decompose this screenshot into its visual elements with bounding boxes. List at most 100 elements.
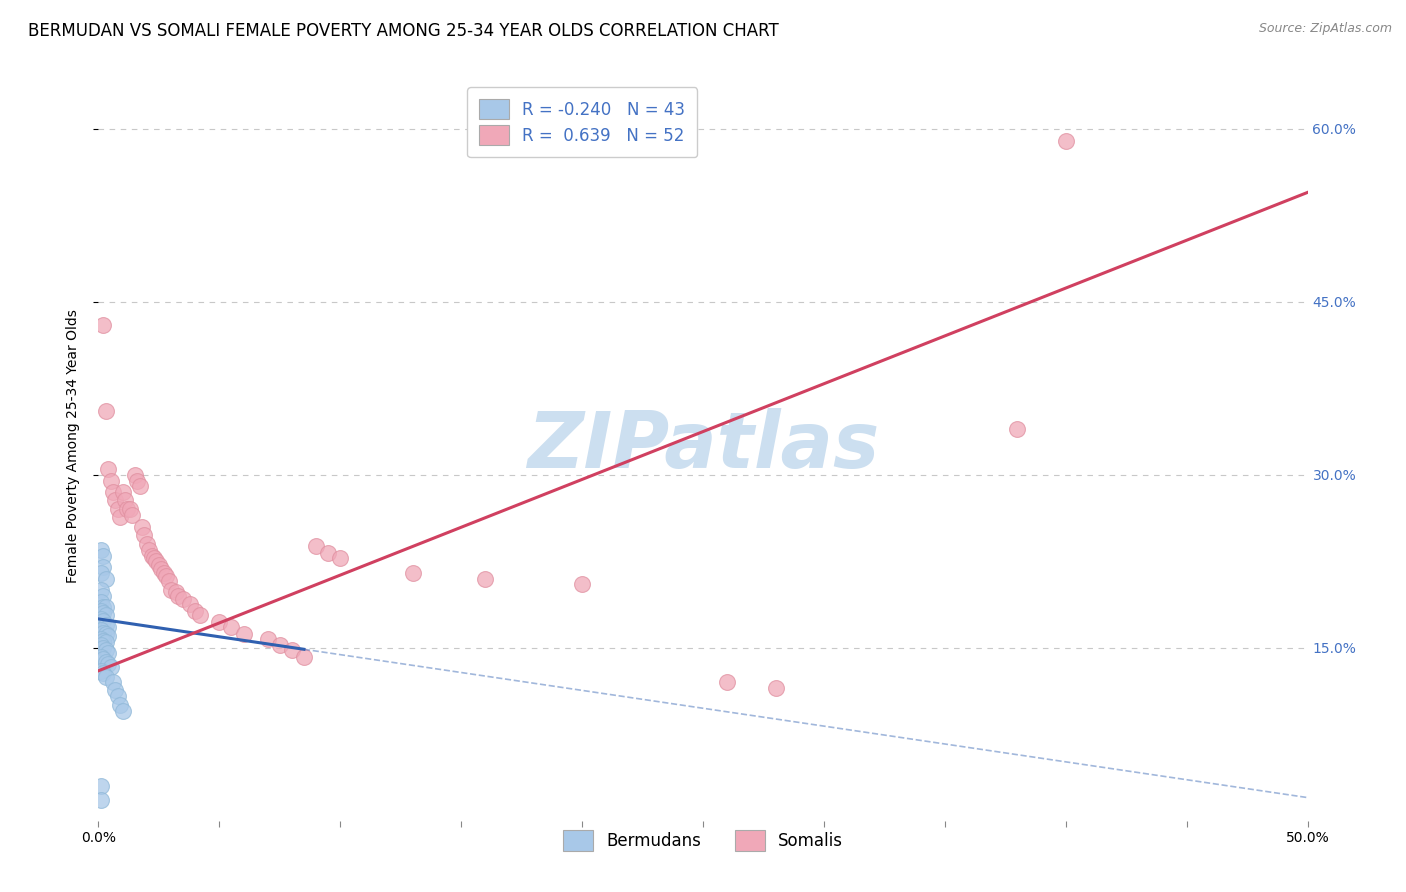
Point (141, 549, 163, 563)
Y-axis label: Female Poverty Among 25-34 Year Olds: Female Poverty Among 25-34 Year Olds (66, 309, 80, 583)
Point (107, 689, 129, 703)
Point (90, 566, 112, 580)
Point (179, 597, 201, 611)
Point (765, 681, 787, 695)
Point (90, 604, 112, 618)
Point (165, 585, 187, 599)
Point (90, 583, 112, 598)
Point (1007, 422, 1029, 436)
Point (91, 549, 114, 563)
Point (94, 655, 117, 669)
Point (94, 572, 117, 586)
Point (474, 572, 496, 586)
Point (208, 615, 231, 630)
Point (91, 633, 114, 648)
Point (148, 558, 170, 572)
Point (114, 493, 136, 508)
Point (94, 627, 117, 641)
Point (281, 643, 304, 657)
Legend: Bermudans, Somalis: Bermudans, Somalis (557, 823, 849, 857)
Point (91, 652, 114, 666)
Point (127, 474, 149, 488)
Point (160, 583, 183, 598)
Point (94, 617, 117, 632)
Point (94, 608, 117, 623)
Point (128, 479, 150, 493)
Point (90, 612, 112, 626)
Point (150, 562, 173, 576)
Point (232, 627, 254, 641)
Text: BERMUDAN VS SOMALI FEMALE POVERTY AMONG 25-34 YEAR OLDS CORRELATION CHART: BERMUDAN VS SOMALI FEMALE POVERTY AMONG … (28, 22, 779, 40)
Point (100, 474, 122, 488)
Point (97, 657, 120, 671)
Point (90, 793, 112, 807)
Point (90, 639, 112, 653)
Point (269, 639, 291, 653)
Point (90, 649, 112, 664)
Point (90, 632, 112, 646)
Point (108, 698, 131, 713)
Point (172, 592, 194, 607)
Point (143, 550, 166, 565)
Point (94, 669, 117, 683)
Point (90, 542, 112, 557)
Point (97, 620, 120, 634)
Point (221, 620, 243, 634)
Point (91, 666, 114, 681)
Point (111, 704, 134, 718)
Point (91, 560, 114, 574)
Point (329, 550, 352, 565)
Point (256, 632, 278, 646)
Point (91, 600, 114, 615)
Point (91, 318, 114, 332)
Point (101, 485, 124, 500)
Point (716, 675, 738, 690)
Point (131, 519, 153, 533)
Point (571, 577, 593, 591)
Point (108, 510, 131, 524)
Point (402, 566, 425, 580)
Point (104, 683, 127, 698)
Point (97, 629, 120, 643)
Point (100, 660, 122, 674)
Point (91, 625, 114, 640)
Point (145, 554, 167, 568)
Text: ZIPatlas: ZIPatlas (527, 408, 879, 484)
Point (107, 502, 129, 516)
Point (188, 608, 211, 623)
Point (94, 600, 117, 615)
Point (94, 404, 117, 418)
Point (97, 647, 120, 661)
Text: Source: ZipAtlas.com: Source: ZipAtlas.com (1258, 22, 1392, 36)
Point (305, 539, 328, 553)
Point (90, 624, 112, 638)
Point (135, 537, 157, 551)
Point (184, 604, 207, 618)
Point (90, 594, 112, 608)
Point (316, 546, 339, 560)
Point (155, 569, 177, 583)
Point (157, 574, 180, 588)
Point (90, 664, 112, 678)
Point (167, 589, 190, 603)
Point (111, 485, 134, 500)
Point (94, 635, 117, 649)
Point (94, 643, 117, 657)
Point (91, 589, 114, 603)
Point (292, 649, 315, 664)
Point (152, 566, 174, 580)
Point (91, 640, 114, 655)
Point (1054, 134, 1077, 148)
Point (91, 606, 114, 620)
Point (121, 508, 143, 523)
Point (101, 675, 124, 690)
Point (138, 542, 160, 557)
Point (117, 502, 139, 516)
Point (118, 502, 141, 516)
Point (91, 614, 114, 628)
Point (97, 462, 120, 476)
Point (90, 779, 112, 793)
Point (134, 528, 156, 542)
Point (104, 493, 127, 508)
Point (124, 467, 146, 482)
